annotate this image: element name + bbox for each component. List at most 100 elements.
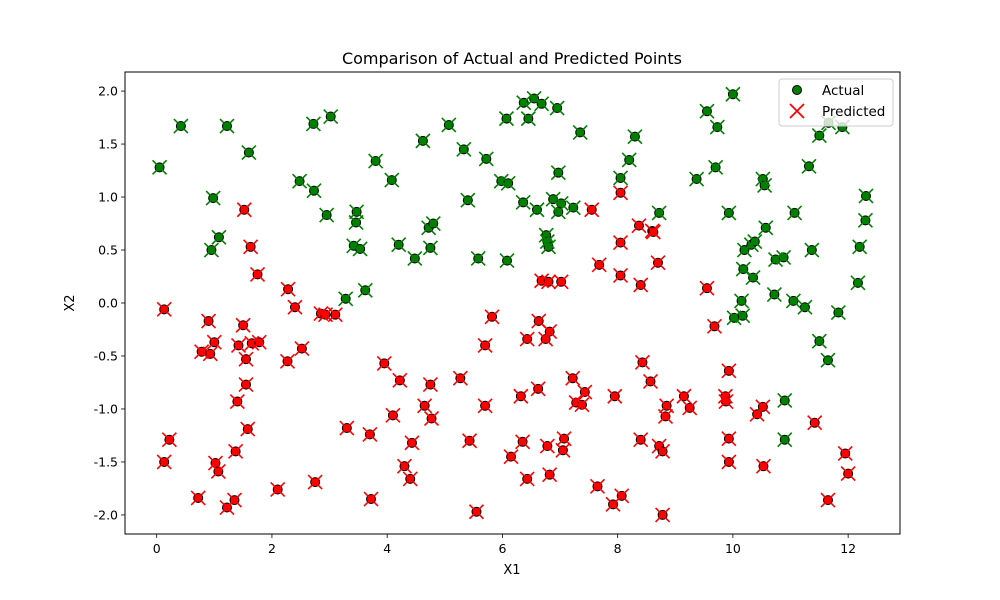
- predicted-point: [631, 218, 647, 234]
- predicted-point: [850, 275, 866, 291]
- predicted-point: [565, 200, 581, 216]
- predicted-point: [357, 282, 373, 298]
- predicted-point: [205, 190, 221, 206]
- predicted-point: [173, 118, 189, 134]
- predicted-point: [500, 175, 516, 191]
- y-tick-label: -2.0: [94, 507, 118, 522]
- predicted-point: [718, 393, 734, 410]
- predicted-point: [156, 454, 172, 470]
- predicted-point: [852, 239, 868, 255]
- predicted-point: [820, 492, 836, 508]
- predicted-point: [238, 377, 254, 393]
- predicted-point: [294, 340, 310, 357]
- predicted-point: [837, 445, 853, 462]
- predicted-point: [612, 235, 629, 251]
- predicted-point: [270, 481, 286, 498]
- predicted-point: [194, 344, 210, 360]
- predicted-point: [549, 100, 565, 116]
- predicted-point: [721, 363, 737, 379]
- predicted-point: [313, 306, 329, 322]
- predicted-point: [568, 395, 584, 411]
- predicted-point: [498, 111, 515, 127]
- y-tick-label: 0.0: [98, 296, 118, 311]
- predicted-point: [279, 353, 296, 369]
- predicted-point: [645, 224, 661, 240]
- predicted-point: [503, 449, 519, 465]
- x-tick-label: 2: [268, 541, 276, 556]
- predicted-point: [555, 442, 571, 458]
- chart-title: Comparison of Actual and Predicted Point…: [342, 49, 682, 68]
- predicted-point: [785, 293, 801, 309]
- predicted-point: [572, 124, 588, 140]
- predicted-point: [550, 204, 566, 220]
- predicted-point: [540, 274, 557, 290]
- predicted-point: [689, 171, 705, 187]
- x-tick-label: 10: [725, 541, 741, 556]
- y-tick-label: 1.5: [98, 137, 118, 152]
- predicted-point: [161, 432, 177, 448]
- predicted-point: [633, 277, 649, 293]
- predicted-point: [725, 86, 741, 102]
- x-tick-label: 4: [383, 541, 391, 556]
- predicted-point: [305, 116, 321, 132]
- predicted-point: [758, 220, 774, 236]
- predicted-point: [338, 291, 354, 307]
- predicted-point: [755, 171, 771, 187]
- predicted-point: [202, 346, 218, 362]
- predicted-point: [368, 153, 384, 169]
- predicted-point: [565, 370, 581, 386]
- predicted-point: [422, 377, 438, 393]
- predicted-point: [811, 333, 827, 349]
- predicted-point: [362, 426, 378, 442]
- predicted-point: [706, 318, 723, 334]
- predicted-point: [642, 373, 659, 389]
- predicted-point: [542, 467, 558, 483]
- predicted-point: [542, 324, 558, 340]
- predicted-point: [327, 307, 343, 323]
- predicted-point: [441, 117, 457, 133]
- predicted-point: [477, 337, 493, 353]
- predicted-point: [755, 458, 772, 474]
- predicted-point: [396, 458, 413, 474]
- predicted-point: [830, 304, 846, 321]
- predicted-point: [226, 492, 243, 508]
- predicted-point: [766, 286, 782, 303]
- predicted-point: [207, 455, 224, 471]
- predicted-point: [526, 90, 542, 107]
- predicted-point: [584, 202, 600, 218]
- predicted-point: [519, 471, 535, 487]
- x-tick-label: 0: [153, 541, 161, 556]
- predicted-point: [292, 173, 308, 189]
- predicted-point: [477, 398, 493, 414]
- predicted-point: [747, 233, 763, 250]
- predicted-point: [415, 133, 431, 149]
- predicted-point: [607, 388, 623, 404]
- predicted-point: [417, 398, 433, 414]
- predicted-point: [515, 194, 531, 210]
- predicted-point: [577, 384, 593, 400]
- y-axis-label: X2: [63, 294, 78, 311]
- predicted-point: [733, 293, 750, 309]
- predicted-point: [425, 215, 441, 232]
- predicted-point: [352, 241, 368, 257]
- predicted-point: [726, 310, 742, 326]
- predicted-point: [777, 392, 793, 409]
- x-tick-label: 12: [840, 541, 856, 556]
- predicted-point: [804, 242, 820, 258]
- predicted-point: [721, 431, 737, 447]
- chart-legend: Actual Predicted: [778, 78, 894, 127]
- predicted-point: [538, 331, 554, 347]
- predicted-point: [392, 372, 408, 388]
- predicted-point: [422, 240, 438, 256]
- predicted-point: [589, 478, 606, 494]
- predicted-point: [407, 250, 423, 267]
- predicted-point: [206, 334, 222, 350]
- predicted-point: [612, 185, 629, 201]
- predicted-point: [621, 152, 637, 168]
- predicted-point: [513, 388, 529, 404]
- predicted-point: [655, 507, 671, 523]
- predicted-point: [699, 103, 715, 119]
- predicted-point: [384, 172, 400, 188]
- predicted-point: [539, 438, 555, 454]
